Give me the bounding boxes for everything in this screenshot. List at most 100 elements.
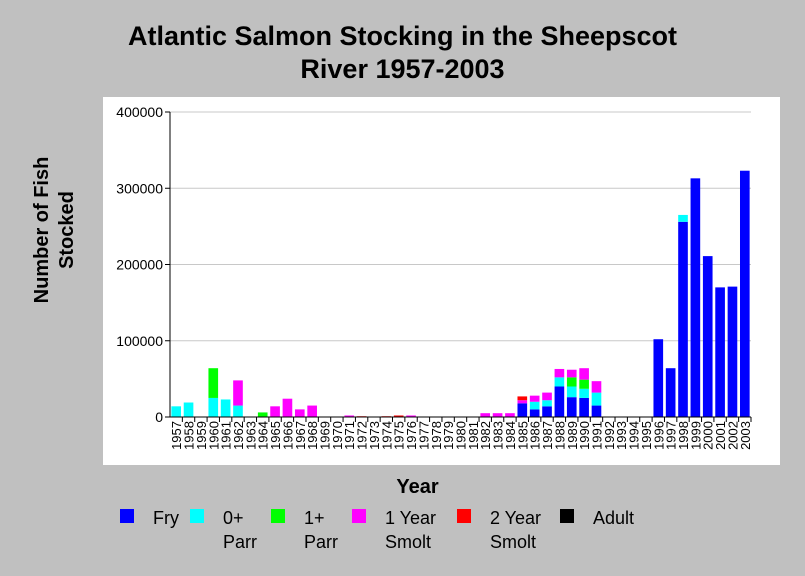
bar-0-parr-1989 xyxy=(566,386,577,398)
y-tick-label: 100000 xyxy=(116,333,163,349)
bar-0-parr-1990 xyxy=(579,388,589,398)
x-tick-label: 1992 xyxy=(602,421,617,450)
bar-1-year-smolt-1966 xyxy=(282,398,293,417)
y-tick-label: 400000 xyxy=(116,104,163,120)
x-tick-label: 1981 xyxy=(466,421,481,450)
x-tick-label: 1980 xyxy=(454,421,469,450)
x-tick-label: 1996 xyxy=(651,421,666,450)
x-tick-label: 1982 xyxy=(478,421,493,450)
x-tick-label: 1974 xyxy=(379,421,394,450)
bar-fry-1989 xyxy=(566,397,577,417)
bar-1-year-smolt-1982 xyxy=(480,413,491,417)
bar-1-year-smolt-1991 xyxy=(591,381,602,393)
x-tick-label: 1975 xyxy=(392,421,407,450)
x-tick-label: 1987 xyxy=(540,421,555,450)
x-tick-label: 1991 xyxy=(589,421,604,450)
bar-0-parr-1991 xyxy=(591,392,602,406)
legend-label-1-year-smolt: 1 Year Smolt xyxy=(385,508,437,552)
bar-fry-1997 xyxy=(665,368,676,417)
x-tick-label: 1989 xyxy=(565,421,580,450)
x-tick-label: 2003 xyxy=(738,421,753,450)
bar-1-year-smolt-1962 xyxy=(233,380,243,406)
x-tick-label: 1993 xyxy=(614,421,629,450)
bar-0-parr-1957 xyxy=(171,406,182,417)
x-tick-label: 1997 xyxy=(664,421,679,450)
x-tick-label: 1961 xyxy=(219,421,234,450)
bar-1-year-smolt-1976 xyxy=(406,415,416,417)
bar-fry-1990 xyxy=(579,397,589,417)
x-tick-label: 1994 xyxy=(627,421,642,450)
x-tick-label: 1969 xyxy=(318,421,333,450)
bar-fry-1988 xyxy=(554,386,565,417)
legend-label-2-year-smolt: 2 Year Smolt xyxy=(490,508,542,552)
x-tick-label: 1999 xyxy=(688,421,703,450)
x-tick-label: 1957 xyxy=(169,421,184,450)
x-tick-label: 1983 xyxy=(491,421,506,450)
bar-0-parr-1988 xyxy=(554,377,565,387)
bar-1-year-smolt-1986 xyxy=(529,395,540,402)
bar-1-parr-1990 xyxy=(579,379,589,389)
bar-fry-2002 xyxy=(727,286,738,417)
x-tick-label: 1959 xyxy=(194,421,209,450)
x-tick-label: 2000 xyxy=(701,421,716,450)
bar-1-year-smolt-1989 xyxy=(566,369,577,378)
y-tick-label: 300000 xyxy=(116,180,163,196)
bar-1-year-smolt-1967 xyxy=(294,409,305,417)
x-tick-label: 1972 xyxy=(355,421,370,450)
bar-1-year-smolt-1971 xyxy=(344,415,355,417)
legend-swatch-0-parr xyxy=(190,509,204,523)
x-tick-label: 1995 xyxy=(639,421,654,450)
x-tick-label: 1965 xyxy=(268,421,283,450)
bar-2-year-smolt-1985 xyxy=(517,396,528,401)
legend-swatch-1-parr xyxy=(271,509,285,523)
y-tick-label: 0 xyxy=(155,409,163,425)
bar-fry-1999 xyxy=(690,178,701,417)
legend-label-1-parr: 1+ Parr xyxy=(304,508,339,552)
x-tick-label: 1976 xyxy=(404,421,419,450)
x-tick-label: 1962 xyxy=(231,421,246,450)
legend-swatch-2-year-smolt xyxy=(457,509,471,523)
bar-1-year-smolt-1990 xyxy=(579,368,589,380)
bar-fry-2003 xyxy=(739,170,750,417)
bar-fry-1991 xyxy=(591,405,602,417)
bar-fry-1985 xyxy=(517,403,528,417)
x-tick-label: 1998 xyxy=(676,421,691,450)
x-tick-label: 1968 xyxy=(305,421,320,450)
x-tick-label: 1958 xyxy=(182,421,197,450)
y-tick-label: 200000 xyxy=(116,257,163,273)
legend-label-0-parr: 0+ Parr xyxy=(223,508,258,552)
bar-0-parr-1986 xyxy=(529,401,540,410)
legend-swatch-adult xyxy=(560,509,574,523)
x-tick-label: 2001 xyxy=(713,421,728,450)
bar-2-year-smolt-1975 xyxy=(393,415,404,417)
x-tick-label: 1984 xyxy=(503,421,518,450)
chart-title-line-1: Atlantic Salmon Stocking in the Sheepsco… xyxy=(127,21,678,51)
bar-1-year-smolt-1965 xyxy=(270,406,280,417)
legend-label-fry: Fry xyxy=(153,508,179,528)
x-tick-label: 2002 xyxy=(725,421,740,450)
bar-0-parr-1961 xyxy=(220,399,231,417)
x-tick-label: 1979 xyxy=(441,421,456,450)
bar-1-year-smolt-1983 xyxy=(492,413,503,417)
x-tick-label: 1973 xyxy=(367,421,382,450)
x-tick-label: 1977 xyxy=(416,421,431,450)
bar-1-parr-1960 xyxy=(208,368,219,398)
bar-1-parr-1989 xyxy=(566,377,577,387)
legend-swatch-fry xyxy=(120,509,134,523)
x-tick-label: 1967 xyxy=(293,421,308,450)
x-tick-label: 1978 xyxy=(429,421,444,450)
x-axis-label: Year xyxy=(396,476,439,498)
legend-swatch-1-year-smolt xyxy=(352,509,366,523)
bar-1-parr-1964 xyxy=(257,412,268,417)
bar-1-year-smolt-1987 xyxy=(542,392,552,401)
bar-fry-1998 xyxy=(678,221,688,417)
bar-fry-1996 xyxy=(653,339,664,417)
legend-label-adult: Adult xyxy=(593,508,635,528)
bar-1-year-smolt-1988 xyxy=(554,368,565,378)
bar-0-parr-1962 xyxy=(233,405,243,417)
bar-0-parr-1987 xyxy=(542,400,552,407)
bar-fry-1987 xyxy=(542,406,552,417)
x-tick-label: 1971 xyxy=(342,421,357,450)
bar-0-parr-1958 xyxy=(183,402,194,417)
